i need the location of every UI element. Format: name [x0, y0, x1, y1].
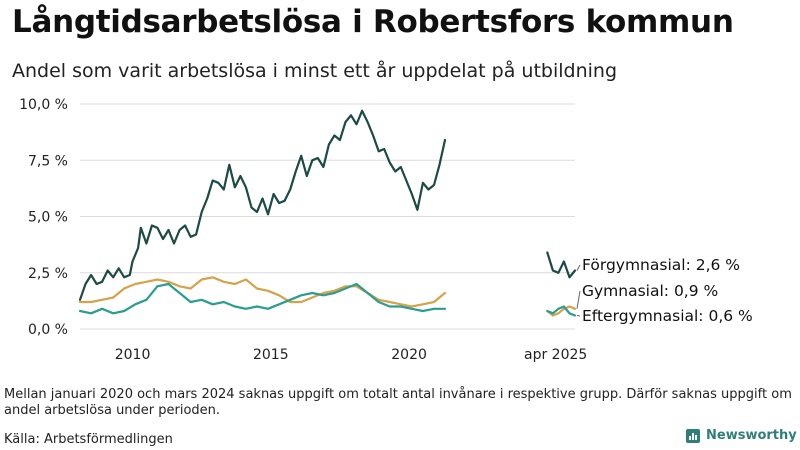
y-tick-label: 10,0 %: [19, 97, 68, 113]
end-label-förgymnasial: Förgymnasial: 2,6 %: [582, 256, 740, 274]
gridlines: [80, 103, 575, 330]
series-lines: [78, 109, 577, 317]
line-chart: 0,0 % 2,5 % 5,0 % 7,5 % 10,0 % 2010 2015 2020 a…: [19, 97, 753, 363]
series-line-eftergymnasial: [546, 305, 577, 317]
x-tick-label: 2010: [115, 347, 151, 363]
end-label-leader: [576, 315, 581, 317]
footnote: Mellan januari 2020 och mars 2024 saknas…: [4, 387, 792, 418]
series-line-gymnasial: [546, 305, 577, 317]
chart-subtitle: Andel som varit arbetslösa i minst ett å…: [12, 60, 618, 82]
x-tick-label: apr 2025: [524, 347, 587, 363]
source-note: Källa: Arbetsförmedlingen: [4, 432, 173, 447]
series-line-eftergymnasial: [78, 282, 447, 315]
series-line-förgymnasial: [78, 109, 447, 301]
x-tick-label: 2015: [253, 347, 289, 363]
y-axis-ticks: 0,0 % 2,5 % 5,0 % 7,5 % 10,0 %: [19, 97, 68, 338]
series-line-gymnasial: [78, 276, 447, 308]
newsworthy-logo[interactable]: Newsworthy: [686, 428, 797, 443]
end-label-leader: [576, 290, 581, 309]
series-line-förgymnasial: [546, 251, 577, 279]
end-label-leader: [576, 264, 581, 271]
series-end-labels: Förgymnasial: 2,6 % Gymnasial: 0,9 % Efter…: [576, 256, 753, 325]
brand-name: Newsworthy: [706, 428, 797, 443]
y-tick-label: 5,0 %: [28, 210, 68, 226]
y-tick-label: 0,0 %: [28, 322, 68, 338]
end-label-gymnasial: Gymnasial: 0,9 %: [582, 282, 718, 300]
x-tick-label: 2020: [391, 347, 427, 363]
y-tick-label: 2,5 %: [28, 266, 68, 282]
y-tick-label: 7,5 %: [28, 153, 68, 169]
x-axis-ticks: 2010 2015 2020 apr 2025: [115, 347, 588, 363]
end-label-eftergymnasial: Eftergymnasial: 0,6 %: [582, 307, 753, 325]
newsworthy-icon: [686, 428, 700, 443]
chart-title: Långtidsarbetslösa i Robertsfors kommun: [12, 4, 734, 40]
